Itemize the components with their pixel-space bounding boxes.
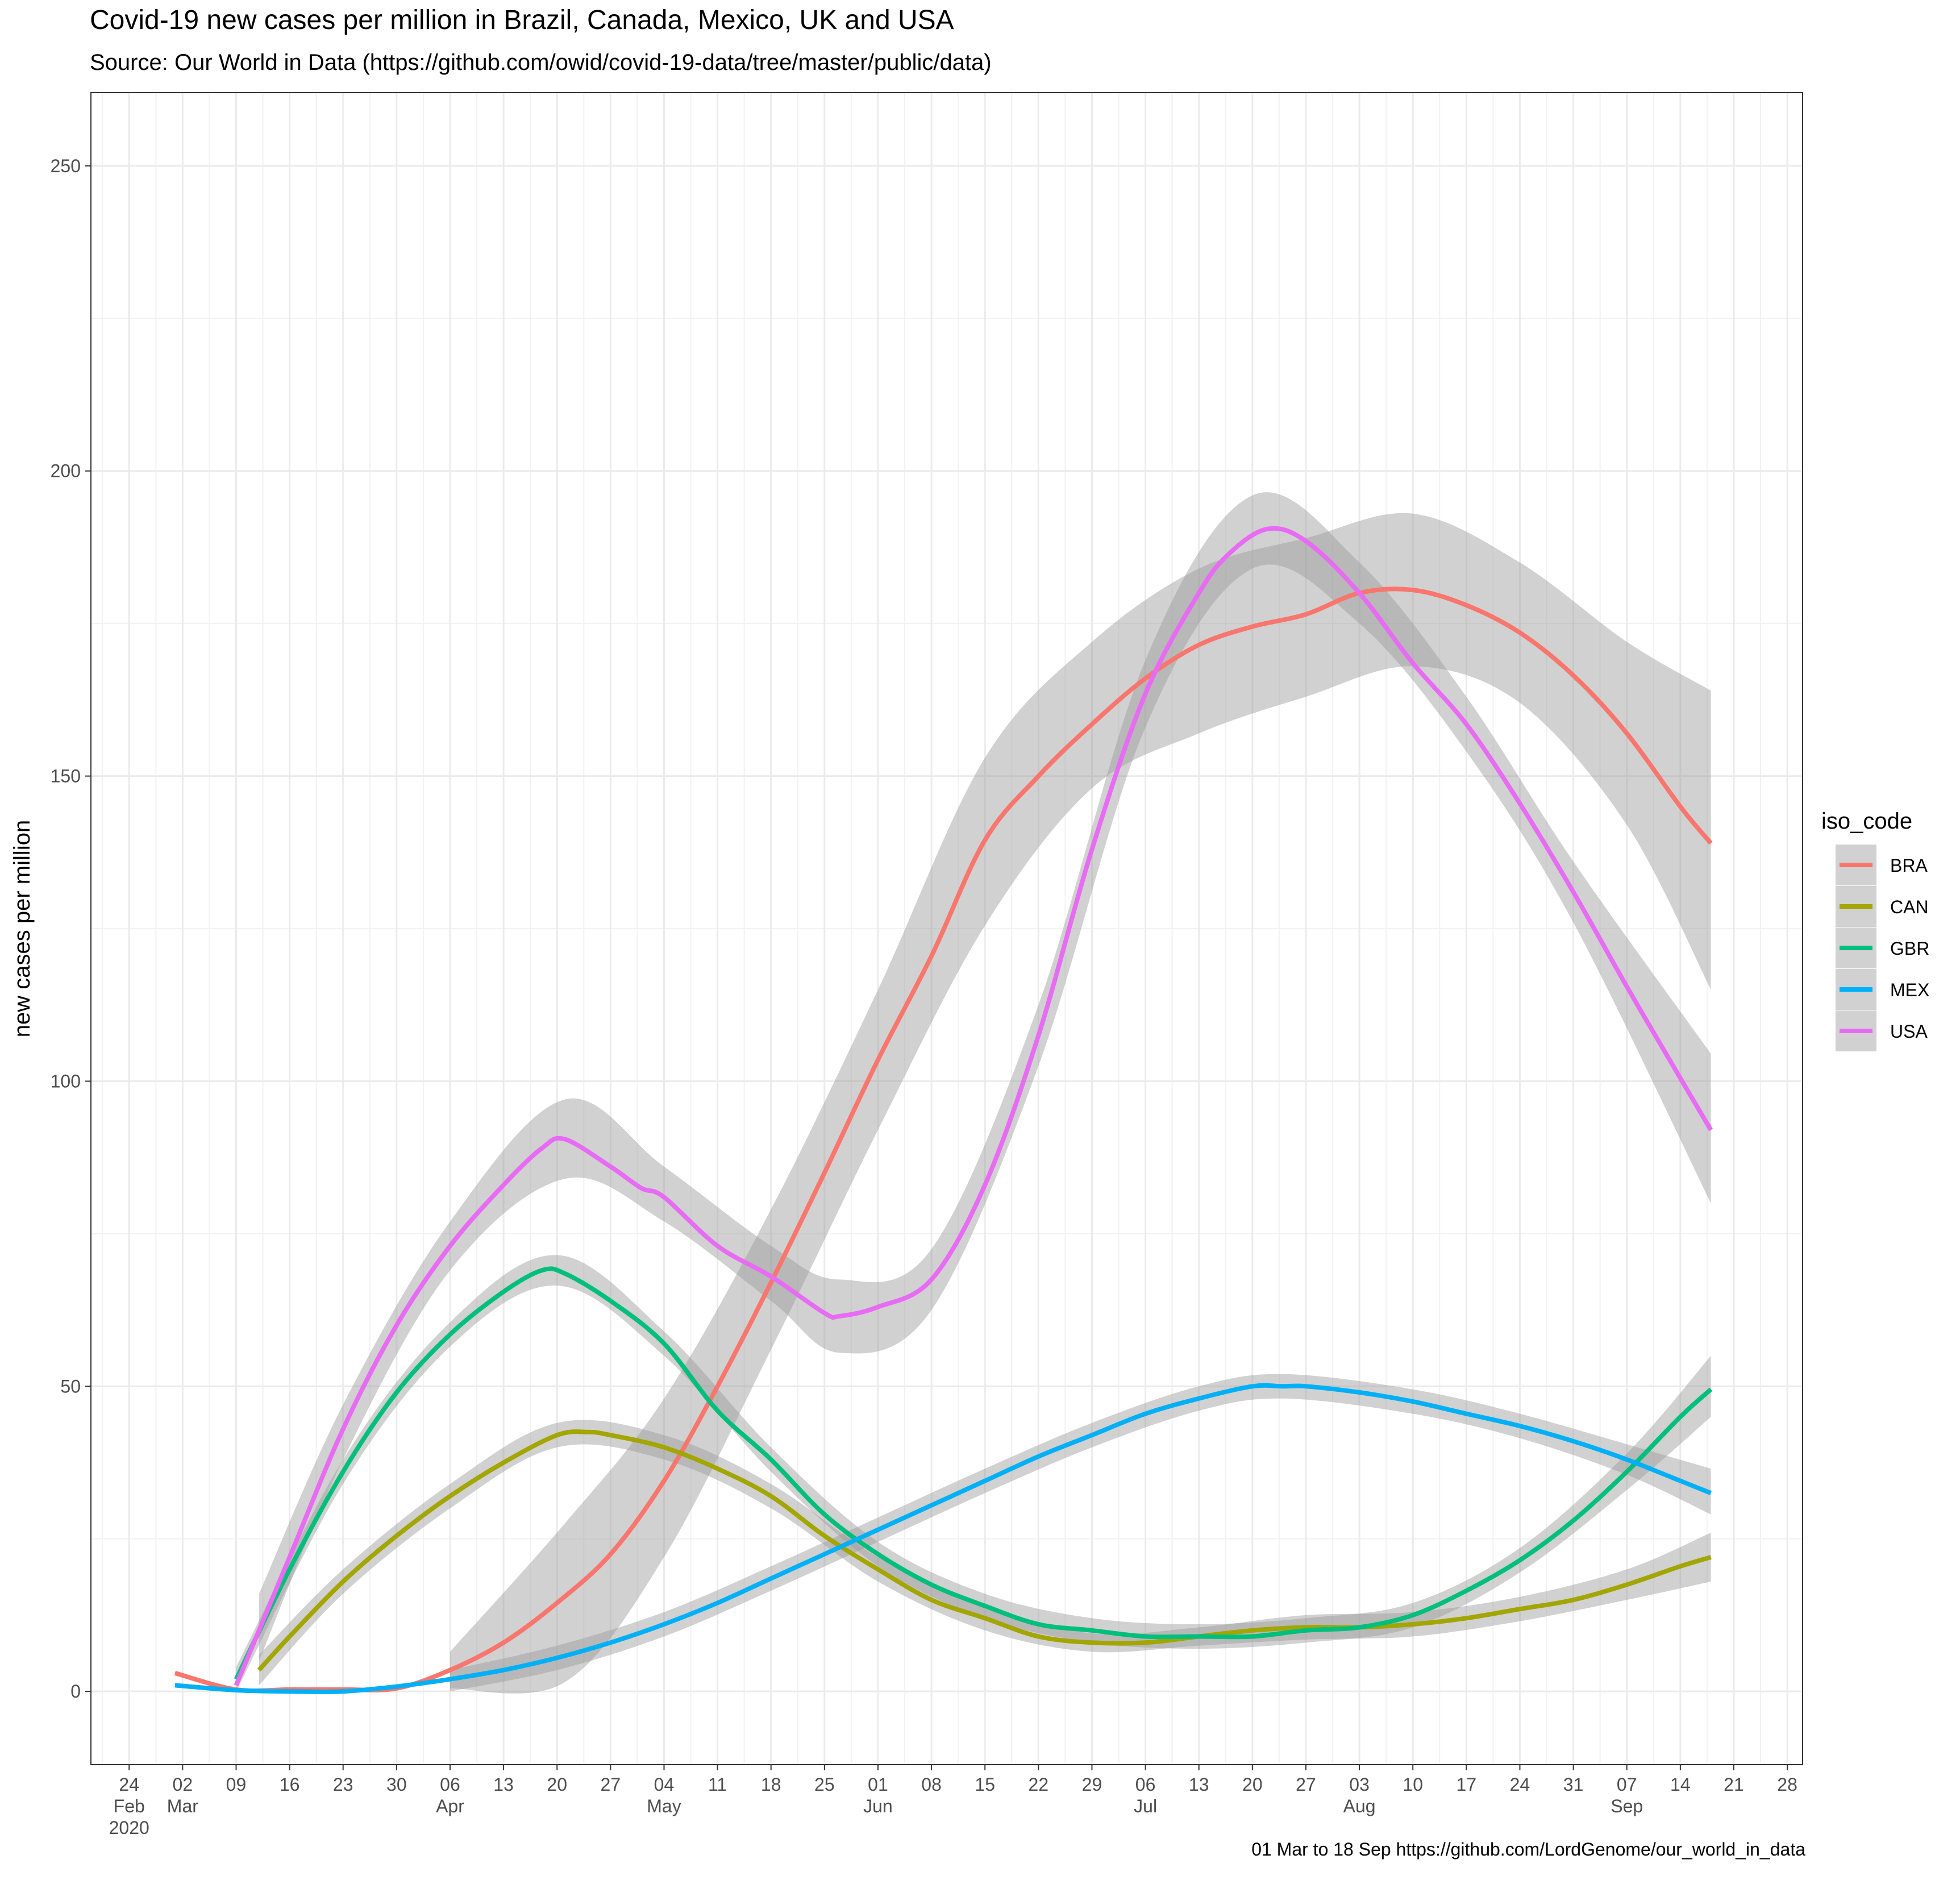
legend: iso_code BRA CAN GBR MEX USA [1821, 809, 1929, 1051]
legend-label-mex: MEX [1890, 980, 1929, 1000]
x-tick-label: 08 [921, 1774, 942, 1795]
x-tick-month-label: Apr [436, 1796, 464, 1816]
grid [91, 93, 1803, 1765]
x-tick-label: 21 [1724, 1774, 1744, 1795]
x-tick-label: 24 [1510, 1774, 1530, 1795]
x-tick-label: 06 [1135, 1774, 1156, 1795]
series-line-can [257, 1429, 1712, 1672]
y-tick-label: 200 [51, 461, 81, 481]
x-tick-label: 14 [1670, 1774, 1691, 1795]
x-tick-label: 28 [1777, 1774, 1797, 1795]
legend-label-can: CAN [1890, 897, 1929, 917]
plot-border [90, 92, 1803, 1765]
confidence-band-bra [450, 513, 1711, 1694]
x-tick-label: 22 [1029, 1774, 1049, 1795]
y-tick-label: 250 [51, 156, 81, 176]
x-tick-label: 01 [868, 1774, 888, 1795]
legend-label-usa: USA [1890, 1021, 1928, 1042]
x-tick-label: 10 [1403, 1774, 1423, 1795]
legend-label-gbr: GBR [1890, 938, 1929, 959]
series-line-bra [174, 587, 1713, 1694]
series-line-usa [234, 526, 1713, 1686]
chart-title: Covid-19 new cases per million in Brazil… [90, 5, 954, 35]
x-tick-label: 29 [1082, 1774, 1102, 1795]
x-tick-label: 13 [1189, 1774, 1209, 1795]
x-tick-label: 04 [654, 1774, 675, 1795]
chart-caption: 01 Mar to 18 Sep https://github.com/Lord… [1251, 1839, 1805, 1860]
y-axis-title: new cases per million [10, 820, 35, 1037]
x-tick-year-label: 2020 [109, 1817, 149, 1838]
series-lines [174, 526, 1713, 1694]
y-tick-label: 0 [70, 1681, 81, 1702]
x-tick-month-label: Jul [1134, 1796, 1157, 1816]
x-tick-label: 23 [333, 1774, 353, 1795]
x-tick-label: 15 [975, 1774, 995, 1795]
x-tick-label: 13 [493, 1774, 514, 1795]
y-tick-label: 150 [51, 766, 81, 787]
x-tick-label: 06 [440, 1774, 460, 1795]
x-tick-month-label: Sep [1611, 1796, 1643, 1816]
series-line-mex [174, 1383, 1712, 1694]
series-line-gbr [234, 1266, 1713, 1681]
x-tick-label: 03 [1349, 1774, 1370, 1795]
x-tick-label: 31 [1563, 1774, 1584, 1795]
x-tick-month-label: Jun [863, 1796, 893, 1816]
x-tick-month-label: May [647, 1796, 681, 1816]
x-tick-label: 07 [1617, 1774, 1637, 1795]
y-axis: 0 50 100 150 200 250 [51, 156, 91, 1702]
x-tick-label: 09 [226, 1774, 247, 1795]
x-tick-label: 25 [814, 1774, 835, 1795]
x-tick-label: 02 [173, 1774, 193, 1795]
x-tick-label: 18 [761, 1774, 781, 1795]
x-tick-label: 16 [280, 1774, 300, 1795]
x-tick-label: 20 [547, 1774, 567, 1795]
x-tick-label: 30 [386, 1774, 407, 1795]
confidence-band-can [259, 1420, 1711, 1686]
y-tick-label: 100 [51, 1071, 81, 1091]
x-tick-month-label: Feb [114, 1796, 145, 1816]
chart-subtitle: Source: Our World in Data (https://githu… [90, 50, 992, 75]
x-tick-label: 24 [119, 1774, 139, 1795]
legend-title: iso_code [1821, 809, 1912, 834]
x-tick-label: 27 [601, 1774, 621, 1795]
x-tick-month-label: Mar [167, 1796, 198, 1816]
x-tick-label: 11 [708, 1774, 727, 1795]
x-tick-label: 20 [1242, 1774, 1263, 1795]
x-tick-label: 27 [1296, 1774, 1316, 1795]
x-tick-label: 17 [1457, 1774, 1477, 1795]
y-tick-label: 50 [60, 1376, 81, 1396]
x-tick-month-label: Aug [1343, 1796, 1376, 1816]
legend-label-bra: BRA [1890, 855, 1928, 876]
